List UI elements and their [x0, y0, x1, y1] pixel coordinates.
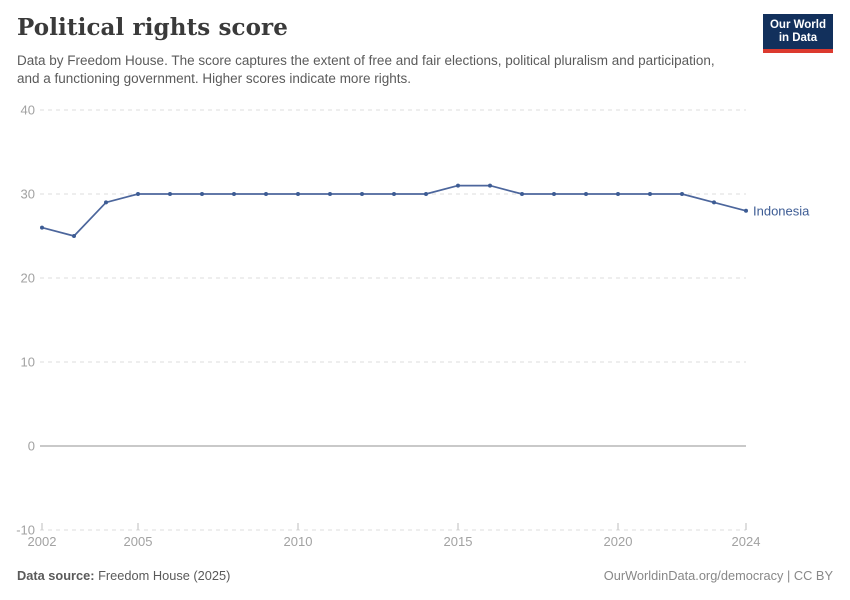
data-point[interactable]	[104, 200, 108, 205]
data-point[interactable]	[264, 192, 268, 196]
x-axis-tick-label: 2015	[444, 534, 473, 549]
data-point[interactable]	[488, 183, 492, 188]
data-point[interactable]	[584, 192, 588, 196]
data-point[interactable]	[712, 200, 716, 205]
chart-title: Political rights score	[17, 14, 288, 41]
data-point[interactable]	[168, 192, 172, 196]
x-axis-tick-label: 2005	[124, 534, 153, 549]
chart-footer: Data source: Freedom House (2025) OurWor…	[17, 568, 833, 583]
data-point[interactable]	[72, 234, 76, 238]
y-axis-tick-label: 40	[21, 103, 35, 118]
data-point[interactable]	[40, 225, 44, 230]
data-point[interactable]	[744, 208, 748, 213]
y-axis-tick-label: 30	[21, 187, 35, 202]
owid-logo[interactable]: Our World in Data	[762, 14, 833, 53]
owid-logo-line2: in Data	[778, 32, 818, 44]
data-point[interactable]	[232, 192, 236, 196]
data-point[interactable]	[296, 192, 300, 196]
credit-link[interactable]: OurWorldinData.org/democracy | CC BY	[603, 568, 833, 583]
y-axis-tick-label: 20	[21, 271, 35, 286]
y-axis-tick-label: 0	[28, 439, 35, 454]
data-point[interactable]	[328, 192, 332, 196]
x-axis-tick-label: 2024	[732, 534, 761, 549]
data-source-label: Data source:	[17, 568, 95, 583]
x-axis-tick-label: 2002	[28, 534, 57, 549]
data-point[interactable]	[360, 192, 364, 196]
data-point[interactable]	[392, 192, 396, 196]
data-source-value: Freedom House (2025)	[98, 568, 231, 583]
x-axis-tick-label: 2020	[604, 534, 633, 549]
series-entity-label[interactable]: Indonesia	[753, 203, 810, 218]
data-point[interactable]	[648, 192, 652, 196]
data-point[interactable]	[200, 192, 204, 196]
data-point[interactable]	[456, 183, 460, 188]
owid-logo-line1: Our World	[769, 19, 826, 31]
y-axis-tick-label: -10	[16, 523, 35, 538]
data-point[interactable]	[520, 192, 524, 196]
data-source: Data source: Freedom House (2025)	[17, 568, 230, 583]
data-point[interactable]	[424, 192, 428, 196]
data-point[interactable]	[136, 192, 140, 196]
y-axis-tick-label: 10	[21, 355, 35, 370]
x-axis-tick-label: 2010	[284, 534, 313, 549]
data-point[interactable]	[680, 192, 684, 196]
data-point[interactable]	[552, 192, 556, 196]
chart-subtitle: Data by Freedom House. The score capture…	[17, 53, 715, 86]
data-point[interactable]	[616, 192, 620, 196]
